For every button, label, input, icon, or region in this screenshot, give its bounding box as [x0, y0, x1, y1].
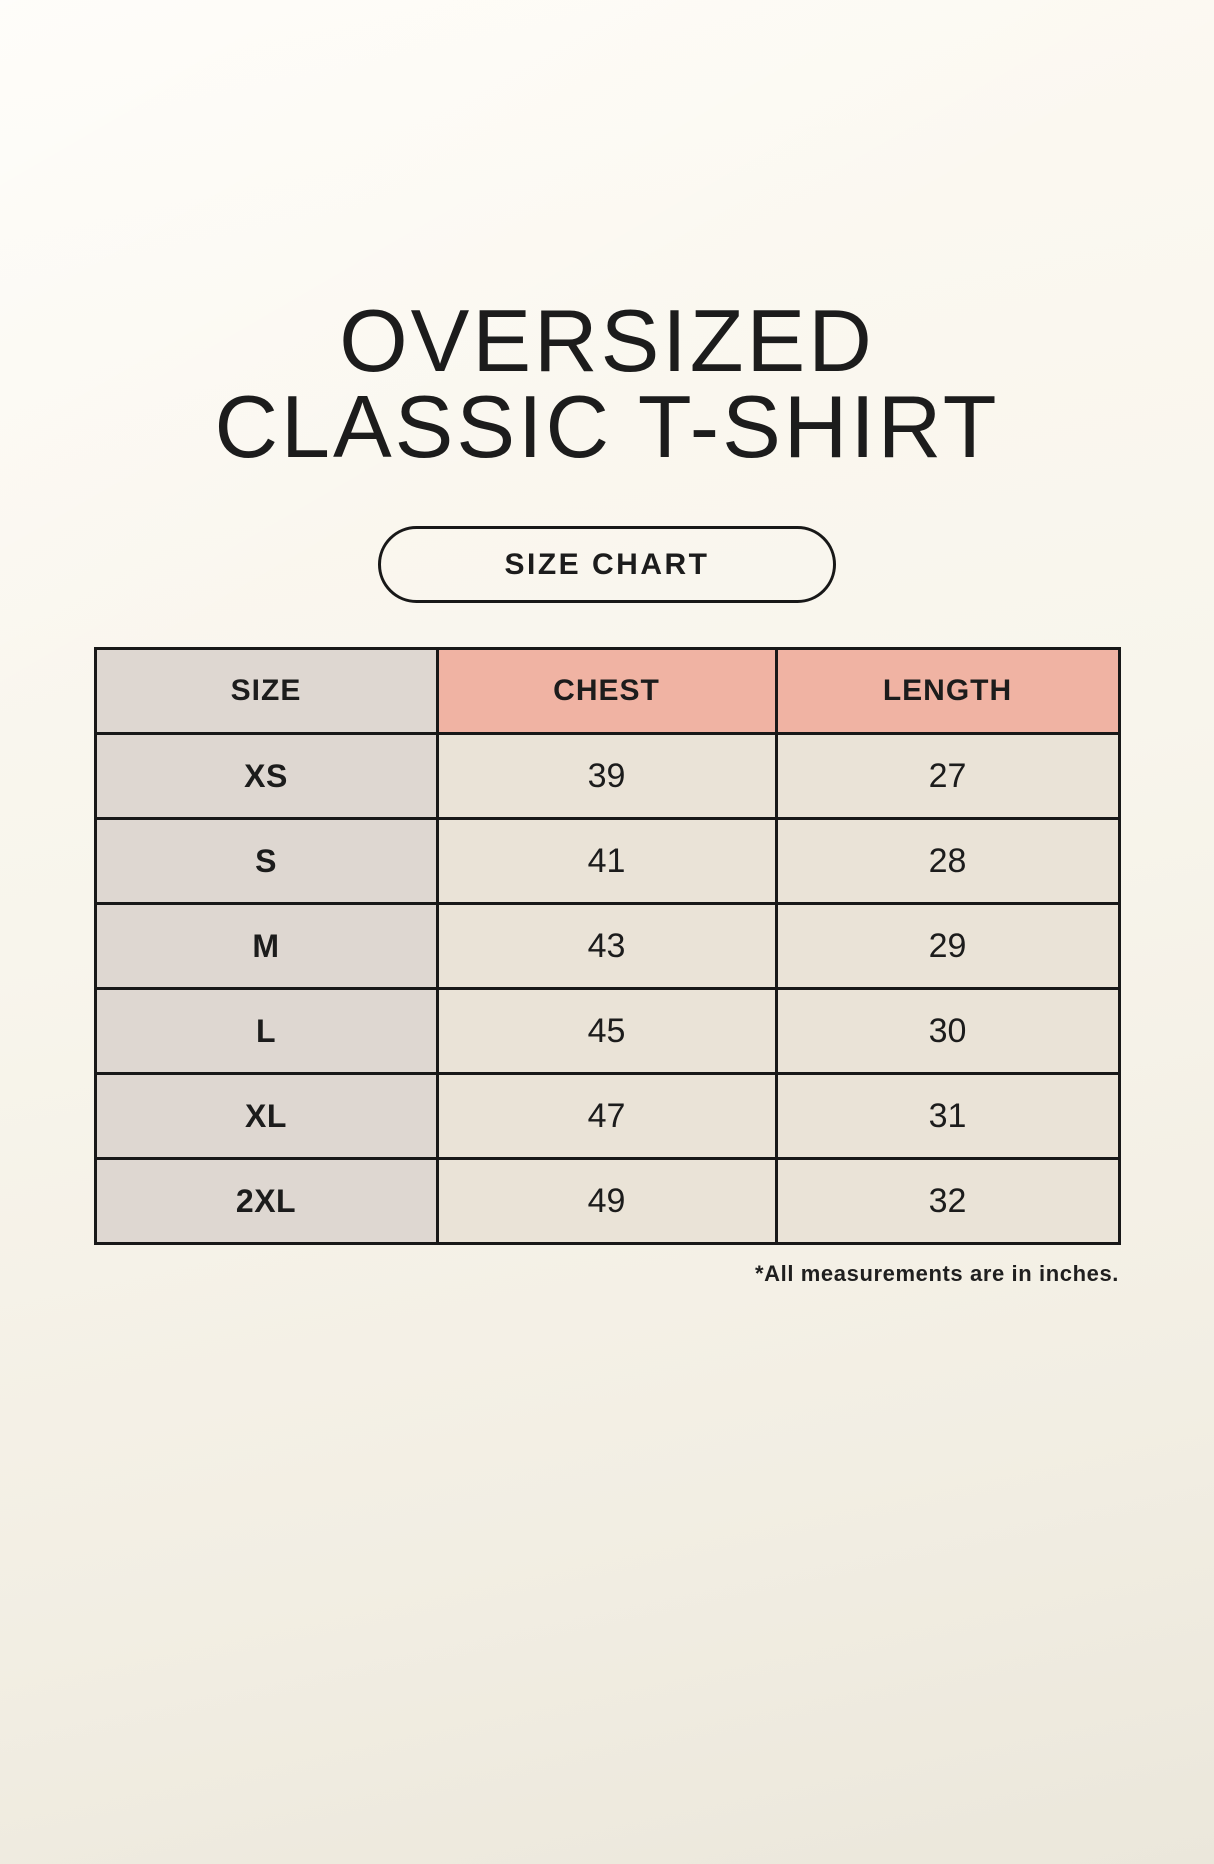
table-header-row: SIZE CHEST LENGTH — [93, 647, 1121, 735]
chest-cell: 45 — [435, 987, 778, 1075]
table-row: XL 47 31 — [93, 1072, 1121, 1160]
measurements-footnote: *All measurements are in inches. — [754, 1261, 1119, 1286]
length-cell: 31 — [774, 1072, 1121, 1160]
size-chart-page: OVERSIZED CLASSIC T-SHIRT SIZE CHART SIZ… — [0, 291, 1214, 1864]
chest-cell: 47 — [435, 1072, 778, 1160]
chest-cell: 39 — [435, 732, 778, 820]
length-cell: 29 — [774, 902, 1121, 990]
size-chart-table: SIZE CHEST LENGTH XS 39 27 S 41 28 M 43 … — [93, 647, 1121, 1245]
size-chart-badge: SIZE CHART — [378, 526, 836, 603]
size-cell: L — [93, 987, 439, 1075]
size-cell: 2XL — [93, 1157, 439, 1245]
length-cell: 32 — [774, 1157, 1121, 1245]
length-cell: 30 — [774, 987, 1121, 1075]
chest-cell: 49 — [435, 1157, 778, 1245]
size-cell: XS — [93, 732, 439, 820]
column-header-length: LENGTH — [774, 647, 1121, 735]
size-chart-badge-label: SIZE CHART — [504, 547, 710, 581]
table-row: M 43 29 — [93, 902, 1121, 990]
column-header-chest: CHEST — [435, 647, 778, 735]
size-cell: S — [93, 817, 439, 905]
table-row: L 45 30 — [93, 987, 1121, 1075]
page-title-line2: CLASSIC T-SHIRT — [214, 377, 1000, 476]
table-row: 2XL 49 32 — [93, 1157, 1121, 1245]
size-cell: XL — [93, 1072, 439, 1160]
chest-cell: 43 — [435, 902, 778, 990]
table-row: S 41 28 — [93, 817, 1121, 905]
size-cell: M — [93, 902, 439, 990]
page-title-line1: OVERSIZED — [339, 291, 875, 390]
length-cell: 27 — [774, 732, 1121, 820]
column-header-size: SIZE — [93, 647, 439, 735]
chest-cell: 41 — [435, 817, 778, 905]
page-title: OVERSIZED CLASSIC T-SHIRT — [0, 291, 1214, 476]
length-cell: 28 — [774, 817, 1121, 905]
table-row: XS 39 27 — [93, 732, 1121, 820]
